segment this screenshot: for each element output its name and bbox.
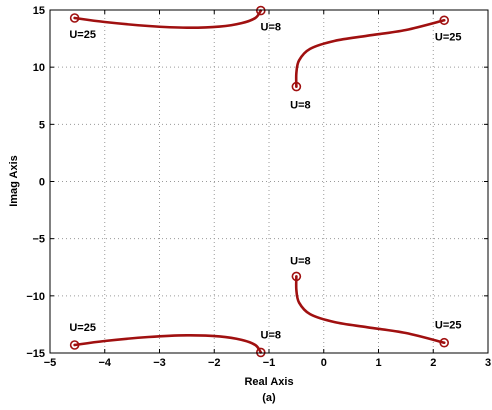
endpoint-marker <box>439 337 450 348</box>
gain-annotation: U=25 <box>435 320 462 332</box>
y-tick-label: 10 <box>33 62 45 74</box>
endpoint-marker <box>291 81 302 92</box>
annotation-layer: U=25 U=8 U=25 U=8 U=8 U=25 U=8 U=25 <box>69 22 461 342</box>
endpoint-marker <box>255 347 266 358</box>
x-axis-label: Real Axis <box>244 376 293 388</box>
y-axis-label: Imag Axis <box>8 155 20 207</box>
locus-branch-2 <box>73 333 263 354</box>
gain-annotation: U=8 <box>261 329 282 341</box>
x-tick-label: −5 <box>44 357 57 369</box>
endpoint-marker <box>69 340 80 350</box>
endpoint-marker <box>439 15 450 26</box>
endpoint-marker <box>291 271 302 282</box>
endpoint-marker <box>255 5 266 16</box>
y-tick-label: −15 <box>26 348 45 360</box>
y-tick-label: −10 <box>26 291 45 303</box>
endpoint-marker-dot <box>73 343 76 347</box>
endpoint-marker-dot <box>443 341 446 344</box>
x-tick-label: 0 <box>321 357 327 369</box>
gain-annotation: U=25 <box>69 29 96 41</box>
gain-annotation: U=8 <box>261 22 282 34</box>
y-tick-label: −5 <box>32 234 45 246</box>
y-tick-label: 5 <box>39 119 45 131</box>
y-tick-label: 15 <box>33 5 45 17</box>
y-tick-label: 0 <box>39 177 45 189</box>
gain-annotation: U=25 <box>69 322 96 334</box>
gain-annotation: U=8 <box>290 255 311 267</box>
x-tick-label: 3 <box>485 357 491 369</box>
endpoint-marker <box>69 13 80 23</box>
x-tick-label: −2 <box>208 357 221 369</box>
locus-branch-1 <box>73 9 263 30</box>
x-tick-label: −3 <box>153 357 166 369</box>
gain-annotation: U=25 <box>435 31 462 43</box>
figure-caption: (a) <box>262 392 276 404</box>
x-tick-label: 2 <box>430 357 436 369</box>
x-tick-label: −1 <box>263 357 276 369</box>
gain-annotation: U=8 <box>290 100 311 112</box>
endpoint-marker-dot <box>295 275 298 278</box>
endpoint-marker-dot <box>443 19 446 22</box>
endpoint-marker-dot <box>295 85 298 88</box>
x-tick-label: −4 <box>98 357 111 369</box>
marker-layer <box>69 5 450 358</box>
plot-area <box>50 10 488 353</box>
x-tick-label: 1 <box>375 357 381 369</box>
series-layer <box>73 9 446 354</box>
locus-branch-3 <box>294 18 446 88</box>
endpoint-marker-dot <box>73 16 76 20</box>
locus-branch-4 <box>294 275 446 345</box>
